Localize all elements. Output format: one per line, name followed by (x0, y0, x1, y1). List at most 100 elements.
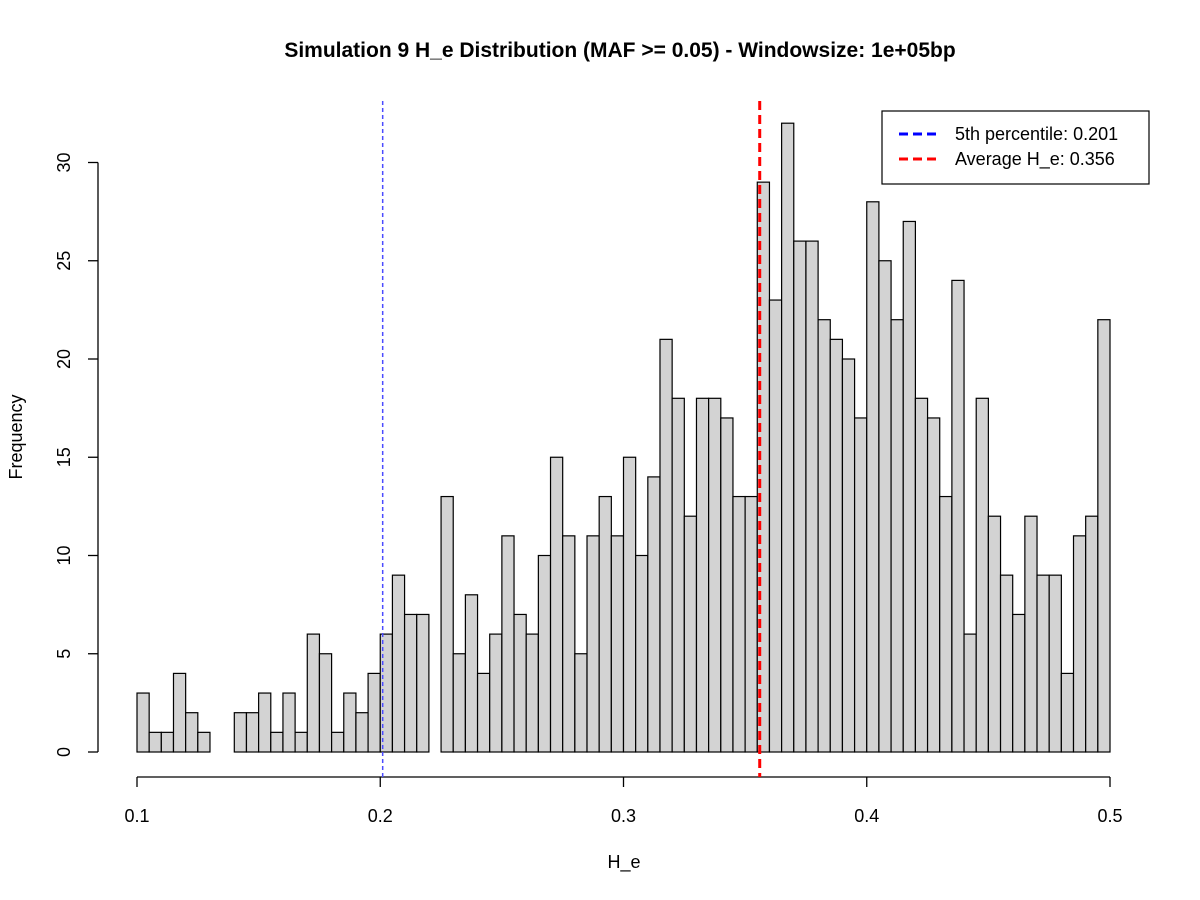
histogram-bar (853, 417, 868, 753)
histogram-bar (999, 574, 1014, 753)
y-tick-label: 25 (54, 251, 74, 271)
histogram-bar (622, 456, 637, 753)
y-tick-label: 20 (54, 349, 74, 369)
histogram-bar (549, 456, 564, 753)
chart-title: Simulation 9 H_e Distribution (MAF >= 0.… (284, 39, 955, 62)
histogram-bar (562, 535, 576, 753)
histogram-bar (586, 535, 600, 753)
histogram-bar (258, 692, 272, 753)
y-tick-label: 30 (54, 152, 74, 172)
histogram-bar (1060, 672, 1075, 753)
histogram-bar (160, 731, 175, 753)
y-axis-label: Frequency (6, 394, 26, 479)
histogram-bar (926, 417, 941, 753)
histogram-bar (331, 731, 345, 753)
histogram-bar (768, 299, 783, 753)
histogram-bar (732, 495, 746, 753)
histogram-bar (440, 495, 454, 753)
histogram-bar (185, 712, 199, 753)
x-tick-label: 0.2 (368, 806, 393, 826)
y-tick-label: 5 (54, 649, 74, 659)
histogram-bar (367, 672, 381, 753)
y-axis: 0 5 10 15 20 25 30 (54, 152, 99, 757)
histogram-bar (890, 319, 904, 753)
y-tick-label: 15 (54, 447, 74, 467)
histogram-bar (1097, 319, 1111, 753)
histogram-bar (574, 653, 588, 753)
histogram-bar (172, 672, 187, 753)
histogram-bar (1036, 574, 1050, 753)
legend-label: 5th percentile: 0.201 (955, 124, 1118, 144)
histogram-bar (136, 692, 150, 753)
histogram-bar (744, 495, 758, 753)
histogram-bar (878, 260, 892, 753)
histogram-bar (975, 397, 989, 753)
y-tick-label: 10 (54, 545, 74, 565)
histogram-bar (306, 633, 321, 753)
histogram-bar (464, 594, 479, 753)
histogram-bar (294, 731, 308, 753)
histogram-bar (902, 220, 916, 753)
x-tick-label: 0.3 (611, 806, 636, 826)
histogram-bar (343, 692, 357, 753)
histogram-bar (598, 495, 612, 753)
x-tick-label: 0.1 (124, 806, 149, 826)
histogram-bar (914, 397, 929, 753)
histogram-bar (841, 358, 856, 753)
histogram-bar (708, 397, 722, 753)
reference-lines (381, 101, 762, 777)
histogram-bar (805, 240, 819, 753)
histogram-bar (647, 476, 661, 753)
histogram-bar (866, 201, 880, 753)
x-axis: 0.1 0.2 0.3 0.4 0.5 (124, 776, 1123, 826)
histogram-bar (987, 515, 1002, 753)
histogram-bar (233, 712, 248, 753)
histogram-bar (501, 535, 515, 753)
histogram-bar (452, 653, 466, 753)
histogram-bar (1072, 535, 1087, 753)
legend-box (881, 110, 1150, 185)
histogram-bar (1085, 515, 1099, 753)
x-axis-label: H_e (607, 852, 640, 873)
histogram-bar (148, 731, 162, 753)
histogram-bar (282, 692, 296, 753)
histogram-bar (1024, 515, 1038, 753)
histogram-bar (939, 495, 953, 753)
histogram-bar (318, 653, 333, 753)
histogram-bar (245, 712, 260, 753)
histogram-bar (683, 515, 698, 753)
histogram-bar (525, 633, 539, 753)
histogram-bar (416, 613, 430, 753)
histogram-bar (489, 633, 503, 753)
histogram-bar (659, 338, 673, 753)
legend: 5th percentile: 0.201 Average H_e: 0.356 (881, 110, 1150, 185)
histogram-bar (695, 397, 710, 753)
histogram-bar (391, 574, 406, 753)
x-tick-label: 0.5 (1097, 806, 1122, 826)
histogram-bar (610, 535, 625, 753)
histogram-bar (720, 417, 734, 753)
histogram-bar (829, 338, 844, 753)
histogram-bar (963, 633, 977, 753)
histogram-bar (197, 731, 211, 753)
histogram-bar (355, 712, 369, 753)
bars-group (136, 122, 1111, 753)
histogram-bar (951, 279, 965, 753)
histogram-bar (635, 554, 649, 753)
histogram-bar (781, 122, 795, 753)
histogram-bar (270, 731, 284, 753)
legend-label: Average H_e: 0.356 (955, 149, 1115, 170)
histogram-bar (476, 672, 491, 753)
histogram-bar (817, 319, 831, 753)
histogram-bar (537, 554, 552, 753)
histogram-bar (403, 613, 418, 753)
x-tick-label: 0.4 (854, 806, 879, 826)
histogram-bar (1048, 574, 1062, 753)
histogram-bar (671, 397, 685, 753)
y-tick-label: 0 (54, 747, 74, 757)
histogram-bar (793, 240, 807, 753)
histogram-bar (513, 613, 527, 753)
histogram-bar (1012, 613, 1026, 753)
